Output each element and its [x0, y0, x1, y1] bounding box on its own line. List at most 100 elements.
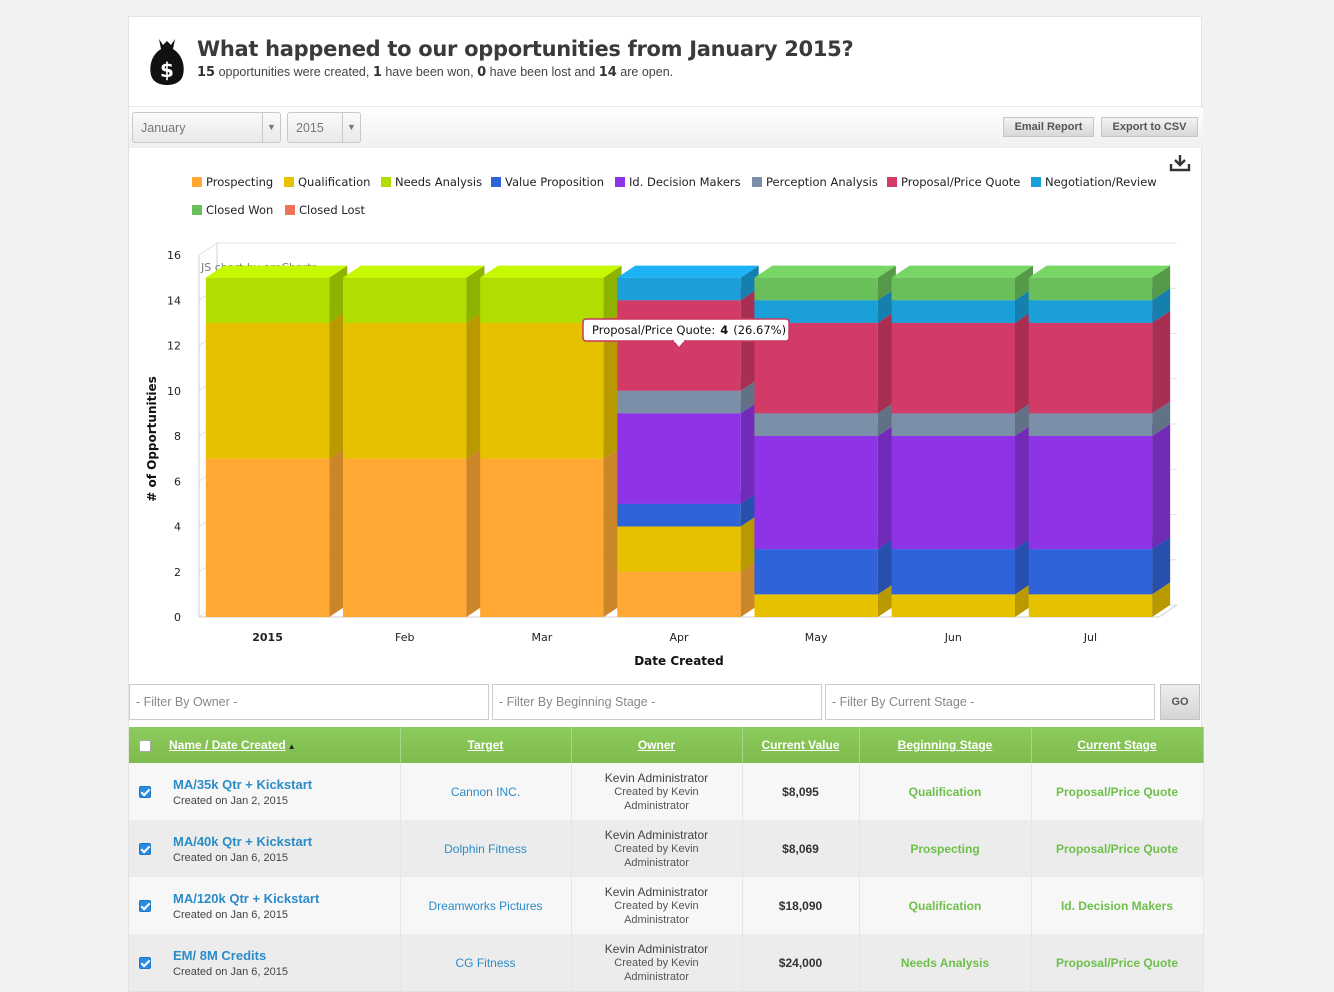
legend-item[interactable]: Proposal/Price Quote [887, 175, 1020, 189]
opportunity-name-link[interactable]: EM/ 8M Credits [173, 947, 267, 963]
row-checkbox[interactable] [139, 900, 151, 912]
bar-segment-top [754, 265, 896, 278]
value-column-header[interactable]: Current Value [742, 727, 860, 763]
bar-segment-side [329, 310, 348, 459]
tooltip-label: Proposal/Price Quote: [592, 323, 715, 337]
bar-segment-side [877, 401, 896, 436]
chevron-down-icon: ▼ [342, 113, 360, 142]
target-cell: CG Fitness [400, 934, 572, 991]
beginning-stage: Qualification [859, 763, 1032, 820]
download-icon[interactable] [1169, 154, 1191, 172]
legend-label: Id. Decision Makers [629, 175, 741, 189]
target-link[interactable]: CG Fitness [455, 955, 516, 970]
beginning-stage-filter-input[interactable]: - Filter By Beginning Stage - [492, 684, 822, 720]
owner-column-header[interactable]: Owner [571, 727, 743, 763]
opportunity-name-link[interactable]: MA/120k Qtr + Kickstart [173, 890, 320, 906]
legend-item[interactable]: Negotiation/Review [1031, 175, 1157, 189]
owner-filter-input[interactable]: - Filter By Owner - [129, 684, 489, 720]
current-stage-filter-input[interactable]: - Filter By Current Stage - [825, 684, 1155, 720]
bar-segment [754, 300, 878, 323]
x-tick-label: Jul [1083, 631, 1097, 644]
bar-segment-side [740, 401, 759, 504]
bar-segment [1028, 413, 1153, 436]
table-row: MA/40k Qtr + Kickstart Created on Jan 6, … [129, 820, 1204, 877]
legend-item[interactable]: Perception Analysis [752, 175, 878, 189]
bar-segment-side [877, 424, 896, 550]
legend-label: Prospecting [206, 175, 274, 189]
owner-name: Kevin Administrator [604, 827, 709, 842]
opportunities-table: Name / Date Created ▲ Target Owner Curren… [129, 727, 1204, 991]
legend-swatch [284, 177, 294, 187]
legend-item[interactable]: Value Proposition [491, 175, 604, 189]
page-title: What happened to our opportunities from … [197, 37, 854, 61]
legend-item[interactable]: Closed Lost [285, 203, 365, 217]
row-checkbox[interactable] [139, 843, 151, 855]
opportunity-name-link[interactable]: MA/40k Qtr + Kickstart [173, 833, 313, 849]
opportunity-name-link[interactable]: MA/35k Qtr + Kickstart [173, 776, 313, 792]
month-select-value: January [141, 121, 186, 135]
target-column-header[interactable]: Target [400, 727, 572, 763]
legend-swatch [615, 177, 625, 187]
axis-line [1158, 604, 1178, 618]
owner-cell: Kevin Administrator Created by Kevin Admin… [571, 877, 743, 934]
tooltip-percent: (26.67%) [733, 323, 786, 337]
sort-asc-icon: ▲ [287, 742, 296, 751]
name-cell: MA/35k Qtr + Kickstart Created on Jan 2, … [129, 763, 401, 820]
legend-item[interactable]: Closed Won [192, 203, 273, 217]
target-link[interactable]: Cannon INC. [450, 784, 521, 799]
legend-label: Closed Lost [299, 203, 366, 217]
chart-area: Prospecting Qualification Needs Analysis Va… [129, 149, 1203, 679]
legend-swatch [1031, 177, 1041, 187]
bar-segment [1028, 549, 1153, 595]
summary-line: 15 opportunities were created, 1 have be… [197, 65, 673, 80]
bar-segment-top [1028, 265, 1171, 278]
bar-segment-side [1015, 537, 1033, 595]
y-tick-label: 6 [174, 475, 181, 488]
legend-label: Closed Won [206, 203, 274, 217]
select-all-checkbox[interactable] [139, 739, 151, 752]
created-by: Created by Kevin [614, 785, 699, 798]
y-tick-label: 2 [174, 566, 181, 579]
beginning-stage: Needs Analysis [859, 934, 1032, 991]
created-count: 15 [197, 65, 216, 80]
bar-segment-side [329, 265, 348, 323]
month-select[interactable]: January ▼ [132, 112, 281, 143]
name-sort-link[interactable]: Name [169, 738, 202, 752]
name-column-header[interactable]: Name / Date Created ▲ [129, 727, 401, 763]
legend-item[interactable]: Needs Analysis [381, 175, 482, 189]
current-stage-column-header[interactable]: Current Stage [1031, 727, 1204, 763]
bar-segment [480, 277, 604, 323]
target-link[interactable]: Dolphin Fitness [444, 841, 527, 856]
x-tick-label: Jun [944, 631, 962, 644]
target-cell: Cannon INC. [400, 763, 572, 820]
row-checkbox[interactable] [139, 786, 151, 798]
year-select[interactable]: 2015 ▼ [287, 112, 361, 143]
target-link[interactable]: Dreamworks Pictures [428, 898, 543, 913]
legend-swatch [491, 177, 501, 187]
x-tick-label: Apr [669, 631, 689, 644]
beginning-stage-column-header[interactable]: Beginning Stage [859, 727, 1032, 763]
bar-segment-side [1152, 288, 1171, 323]
legend-label: Perception Analysis [766, 175, 878, 189]
bar-segment-side [740, 378, 759, 414]
bar-segment-side [1152, 424, 1171, 550]
bar-segment-side [877, 582, 896, 617]
tooltip-pointer-mask [674, 339, 684, 342]
bar-segment [1028, 300, 1153, 323]
created-text: opportunities were created, [215, 65, 373, 79]
table-row: EM/ 8M Credits Created on Jan 6, 2015 CG F… [129, 934, 1204, 991]
bar-segment [891, 322, 1015, 414]
open-text: are open. [616, 65, 674, 79]
legend-label: Proposal/Price Quote [901, 175, 1021, 189]
date-sort-link[interactable]: Date Created [211, 738, 286, 752]
email-report-button[interactable]: Email Report [1003, 117, 1094, 137]
bar-segment-side [466, 310, 485, 459]
legend-item[interactable]: Id. Decision Makers [615, 175, 741, 189]
legend-item[interactable]: Qualification [284, 175, 370, 189]
legend-item[interactable]: Prospecting [192, 175, 273, 189]
row-checkbox[interactable] [139, 957, 151, 969]
bar-segment-side [1152, 582, 1171, 617]
go-button[interactable]: GO [1160, 684, 1200, 720]
export-csv-button[interactable]: Export to CSV [1101, 117, 1198, 137]
bar-segment [617, 503, 741, 527]
